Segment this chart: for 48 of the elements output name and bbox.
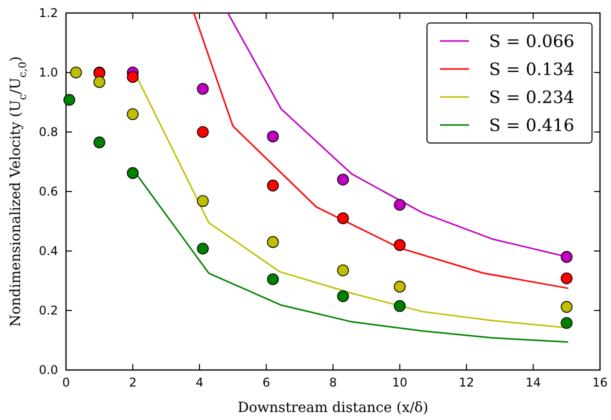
- y-tick-label: 0.4: [38, 244, 58, 258]
- point: [93, 76, 106, 88]
- legend-label: S = 0.234: [489, 88, 574, 108]
- point: [560, 317, 573, 329]
- x-tick-label: 6: [262, 376, 270, 390]
- y-tick-label: 1.0: [38, 65, 58, 80]
- point: [126, 167, 139, 179]
- x-tick-label: 12: [458, 376, 474, 390]
- y-tick-label: 0.0: [38, 362, 58, 377]
- x-tick-label: 8: [329, 376, 337, 390]
- x-axis-title: Downstream distance (x/δ): [238, 400, 428, 416]
- point: [267, 130, 279, 142]
- y-tick-label: 0.6: [38, 184, 58, 198]
- point: [337, 264, 349, 276]
- point: [337, 290, 349, 302]
- legend-label: S = 0.066: [489, 32, 574, 52]
- x-tick-label: 2: [128, 376, 137, 390]
- point: [394, 239, 406, 251]
- point: [560, 272, 573, 284]
- legend-label: S = 0.134: [489, 60, 574, 80]
- point: [267, 236, 279, 248]
- point: [196, 195, 209, 207]
- y-tick-label: 0.2: [38, 303, 58, 318]
- legend-label: S = 0.416: [489, 116, 574, 136]
- x-tick-label: 0: [62, 376, 70, 390]
- point: [126, 71, 139, 83]
- y-tick-label: 0.8: [38, 124, 58, 139]
- y-tick-label: 1.2: [38, 6, 58, 20]
- point: [394, 199, 406, 211]
- point: [196, 82, 209, 95]
- point: [267, 273, 279, 286]
- point: [394, 300, 406, 312]
- x-tick-label: 10: [392, 376, 408, 390]
- point: [267, 180, 279, 192]
- point: [394, 280, 406, 293]
- point: [337, 212, 349, 224]
- point: [126, 108, 139, 120]
- point: [93, 136, 106, 148]
- x-tick-label: 14: [526, 376, 541, 390]
- point: [337, 174, 349, 186]
- point: [560, 301, 573, 313]
- x-tick-label: 16: [592, 376, 608, 390]
- point: [196, 126, 209, 138]
- x-tick-label: 4: [196, 376, 204, 390]
- point: [63, 94, 76, 106]
- point: [70, 66, 82, 78]
- point: [560, 251, 573, 263]
- point: [196, 242, 209, 255]
